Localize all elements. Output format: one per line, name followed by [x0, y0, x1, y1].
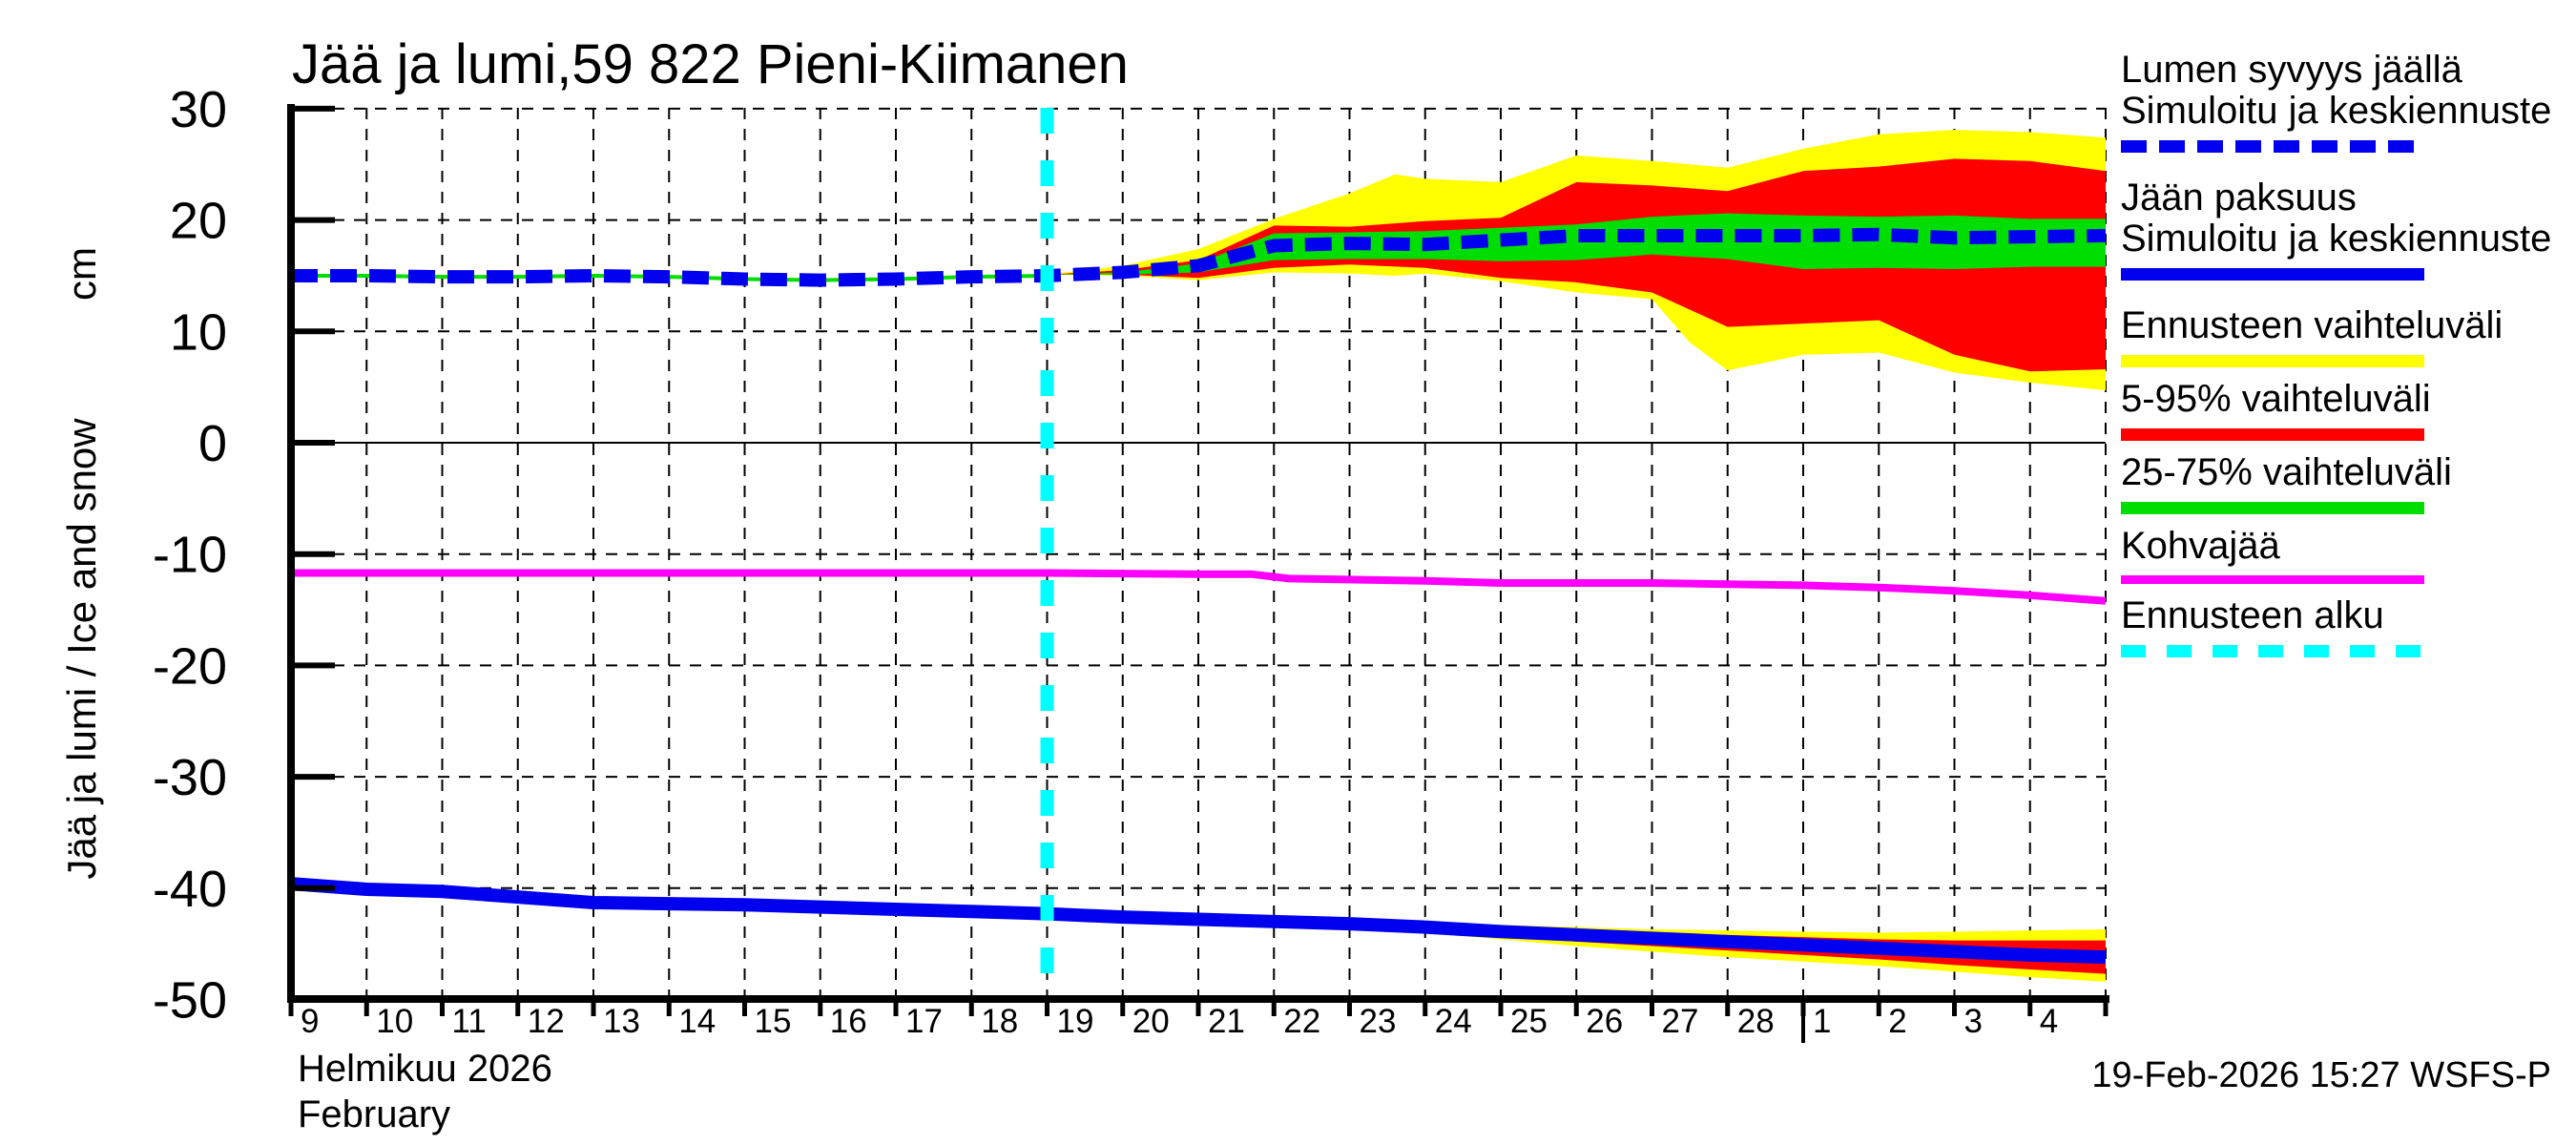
band-snow-5-95: [1047, 158, 2106, 372]
y-tick-label: 10: [170, 303, 227, 361]
legend-item-range-25-75: 25-75% vaihteluväli: [2121, 452, 2569, 514]
x-tick-label: 10: [376, 1003, 413, 1040]
x-tick-label: 23: [1360, 1003, 1397, 1040]
x-tick-label: 28: [1737, 1003, 1775, 1040]
y-tick-label: -20: [153, 637, 227, 695]
band-snow-25-75: [1047, 213, 2106, 275]
legend-label: Kohvajää: [2121, 525, 2280, 567]
line-kohvajaa: [291, 569, 2107, 605]
magenta-swatch: [2121, 575, 2424, 584]
y-tick-label: 30: [170, 81, 227, 138]
legend-item-forecast-start: Ennusteen alku: [2121, 595, 2569, 657]
y-tick-label: 20: [170, 193, 227, 250]
x-axis: [287, 995, 2109, 1003]
red-swatch: [2121, 428, 2424, 441]
x-tick-label: 11: [452, 1003, 487, 1040]
x-tick-label: 20: [1132, 1003, 1170, 1040]
y-tick-label: -40: [153, 861, 227, 918]
y-axis: [287, 104, 295, 1003]
y-tick-label: -10: [153, 527, 227, 584]
x-tick-label: 14: [678, 1003, 716, 1040]
legend-label: Ennusteen vaihteluväli: [2121, 304, 2503, 346]
x-tick-label: 22: [1283, 1003, 1320, 1040]
y-tick-label: -30: [153, 749, 227, 806]
y-tick-label: 0: [198, 415, 227, 472]
x-axis-month-label: Helmikuu 2026 February: [298, 1046, 552, 1137]
legend-item-snow-depth: Lumen syvyys jäällä Simuloitu ja keskienn…: [2121, 50, 2569, 153]
legend-label: Jään paksuus: [2121, 177, 2357, 219]
y-axis-unit: cm: [59, 247, 104, 301]
x-tick-label: 13: [603, 1003, 640, 1040]
line-snow-depth-median: [291, 227, 2107, 287]
green-swatch: [2121, 502, 2424, 514]
x-tick-label: 25: [1510, 1003, 1548, 1040]
x-tick-label: 21: [1208, 1003, 1245, 1040]
x-tick-label: 15: [755, 1003, 792, 1040]
legend-item-ice-thickness: Jään paksuus Simuloitu ja keskiennuste: [2121, 177, 2569, 281]
x-tick-label: 3: [1964, 1003, 1983, 1040]
legend-label: 25-75% vaihteluväli: [2121, 451, 2452, 493]
legend-item-forecast-range: Ennusteen vaihteluväli: [2121, 305, 2569, 367]
line-ice-thickness-median: [290, 877, 2107, 965]
x-tick-label: 17: [905, 1003, 943, 1040]
x-tick-label: 18: [981, 1003, 1018, 1040]
blue-dashed-swatch: [2121, 140, 2424, 153]
x-tick-label: 1: [1813, 1003, 1831, 1040]
x-tick-label: 16: [830, 1003, 867, 1040]
legend-item-slush-ice: Kohvajää: [2121, 526, 2569, 584]
timestamp: 19-Feb-2026 15:27 WSFS-P: [2091, 1055, 2551, 1095]
month-label-en: February: [298, 1093, 451, 1135]
y-tick-label: -50: [153, 972, 227, 1030]
legend-label: Simuloitu ja keskiennuste: [2121, 90, 2552, 132]
x-tick-label: 2: [1888, 1003, 1906, 1040]
legend: Lumen syvyys jäällä Simuloitu ja keskienn…: [2121, 50, 2569, 669]
x-tick-label: 9: [301, 1003, 319, 1040]
x-tick-label: 19: [1057, 1003, 1094, 1040]
legend-label: Ennusteen alku: [2121, 594, 2384, 636]
legend-label: Lumen syvyys jäällä: [2121, 49, 2462, 91]
y-axis-label: Jää ja lumi / Ice and snow: [59, 418, 104, 880]
legend-item-range-5-95: 5-95% vaihteluväli: [2121, 379, 2569, 441]
legend-label: Simuloitu ja keskiennuste: [2121, 218, 2552, 260]
chart-title: Jää ja lumi,59 822 Pieni-Kiimanen: [292, 33, 1129, 95]
legend-label: 5-95% vaihteluväli: [2121, 378, 2431, 420]
x-tick-label: 26: [1586, 1003, 1623, 1040]
cyan-dashed-swatch: [2121, 645, 2424, 657]
blue-solid-swatch: [2121, 268, 2424, 281]
x-tick-label: 12: [528, 1003, 565, 1040]
yellow-swatch: [2121, 355, 2424, 367]
x-tick-label: 27: [1662, 1003, 1699, 1040]
x-tick-label: 24: [1435, 1003, 1472, 1040]
x-tick-label: 4: [2040, 1003, 2058, 1040]
month-label-fi: Helmikuu 2026: [298, 1048, 552, 1090]
